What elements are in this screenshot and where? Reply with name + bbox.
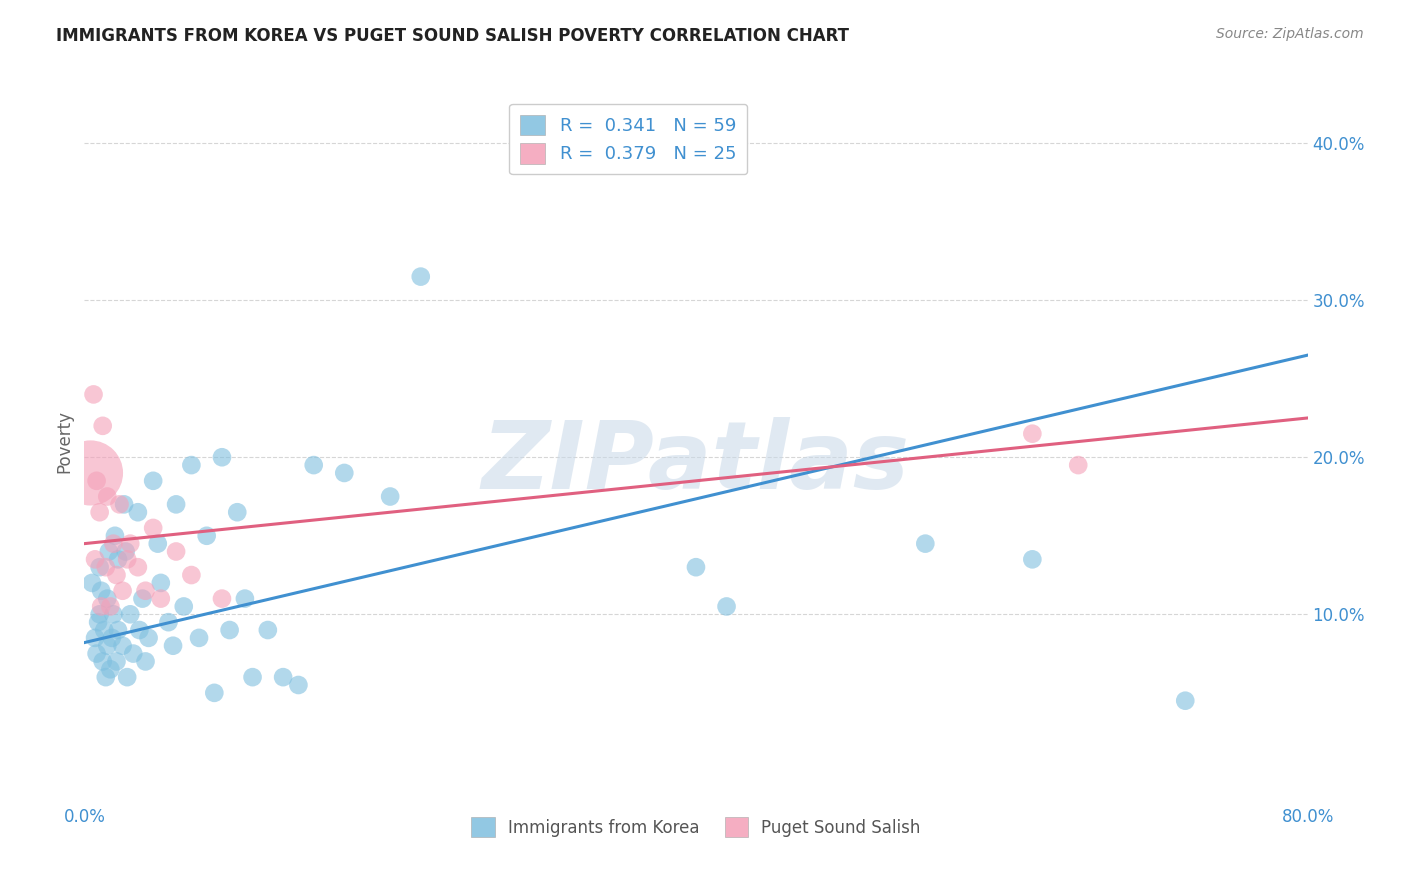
Point	[89, 505, 111, 519]
Point	[105, 568, 128, 582]
Point	[103, 536, 125, 550]
Point	[120, 607, 142, 622]
Point	[86, 474, 108, 488]
Point	[1021, 426, 1043, 441]
Point	[79, 466, 101, 480]
Point	[242, 670, 264, 684]
Point	[86, 647, 108, 661]
Point	[98, 599, 121, 614]
Point	[914, 536, 936, 550]
Point	[83, 387, 105, 401]
Point	[1067, 458, 1090, 472]
Point	[97, 544, 120, 558]
Point	[211, 591, 233, 606]
Point	[409, 269, 432, 284]
Point	[111, 583, 134, 598]
Point	[112, 497, 135, 511]
Point	[91, 418, 114, 433]
Point	[114, 544, 136, 558]
Point	[233, 591, 256, 606]
Point	[96, 591, 118, 606]
Point	[107, 623, 129, 637]
Point	[90, 599, 112, 614]
Point	[157, 615, 180, 630]
Point	[94, 670, 117, 684]
Point	[195, 529, 218, 543]
Point	[1174, 694, 1197, 708]
Point	[218, 623, 240, 637]
Point	[685, 560, 707, 574]
Point	[226, 505, 249, 519]
Point	[90, 583, 112, 598]
Point	[716, 599, 738, 614]
Point	[142, 521, 165, 535]
Point	[96, 490, 118, 504]
Point	[108, 497, 131, 511]
Point	[127, 505, 149, 519]
Point	[302, 458, 325, 472]
Point	[107, 552, 129, 566]
Point	[96, 639, 118, 653]
Point	[202, 686, 225, 700]
Point	[149, 591, 172, 606]
Point	[180, 458, 202, 472]
Point	[115, 670, 138, 684]
Legend: Immigrants from Korea, Puget Sound Salish: Immigrants from Korea, Puget Sound Salis…	[463, 809, 929, 845]
Point	[131, 591, 153, 606]
Point	[211, 450, 233, 465]
Point	[257, 623, 280, 637]
Point	[165, 544, 187, 558]
Text: IMMIGRANTS FROM KOREA VS PUGET SOUND SALISH POVERTY CORRELATION CHART: IMMIGRANTS FROM KOREA VS PUGET SOUND SAL…	[56, 27, 849, 45]
Point	[111, 639, 134, 653]
Point	[138, 631, 160, 645]
Point	[142, 474, 165, 488]
Y-axis label: Poverty: Poverty	[55, 410, 73, 473]
Point	[180, 568, 202, 582]
Point	[333, 466, 356, 480]
Point	[1021, 552, 1043, 566]
Point	[87, 615, 110, 630]
Point	[105, 655, 128, 669]
Point	[80, 575, 103, 590]
Point	[173, 599, 195, 614]
Point	[146, 536, 169, 550]
Point	[104, 529, 127, 543]
Point	[380, 490, 402, 504]
Point	[128, 623, 150, 637]
Point	[135, 583, 157, 598]
Text: Source: ZipAtlas.com: Source: ZipAtlas.com	[1216, 27, 1364, 41]
Point	[93, 623, 115, 637]
Point	[94, 560, 117, 574]
Point	[84, 631, 107, 645]
Point	[84, 552, 107, 566]
Point	[89, 607, 111, 622]
Point	[91, 655, 114, 669]
Point	[287, 678, 309, 692]
Point	[162, 639, 184, 653]
Point	[188, 631, 211, 645]
Point	[127, 560, 149, 574]
Point	[165, 497, 187, 511]
Point	[271, 670, 294, 684]
Point	[115, 552, 138, 566]
Point	[101, 631, 124, 645]
Point	[98, 662, 121, 676]
Point	[122, 647, 145, 661]
Point	[149, 575, 172, 590]
Point	[103, 607, 125, 622]
Text: ZIPatlas: ZIPatlas	[482, 417, 910, 509]
Point	[135, 655, 157, 669]
Point	[120, 536, 142, 550]
Point	[89, 560, 111, 574]
